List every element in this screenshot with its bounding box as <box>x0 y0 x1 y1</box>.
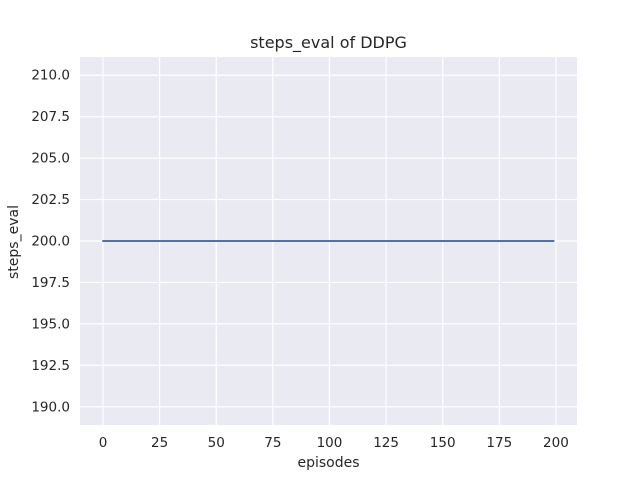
chart-title: steps_eval of DDPG <box>250 33 407 52</box>
y-tick-label: 205.0 <box>31 151 70 167</box>
x-tick-label: 50 <box>208 435 225 451</box>
x-tick-label: 100 <box>317 435 343 451</box>
y-tick-label: 200.0 <box>31 234 70 250</box>
x-tick-label: 175 <box>486 435 512 451</box>
y-tick-label: 192.5 <box>31 358 70 374</box>
x-tick-label: 125 <box>373 435 399 451</box>
x-axis-label: episodes <box>297 455 360 471</box>
x-tick-label: 150 <box>430 435 456 451</box>
y-tick-label: 202.5 <box>31 192 70 208</box>
y-axis-label: steps_eval <box>6 205 22 279</box>
x-tick-label: 25 <box>151 435 168 451</box>
y-tick-label: 197.5 <box>31 275 70 291</box>
y-tick-label: 190.0 <box>31 399 70 415</box>
x-tick-label: 75 <box>264 435 281 451</box>
x-tick-label: 0 <box>99 435 108 451</box>
y-tick-label: 210.0 <box>31 68 70 84</box>
x-tick-label: 200 <box>543 435 569 451</box>
y-tick-label: 195.0 <box>31 316 70 332</box>
y-tick-label: 207.5 <box>31 109 70 125</box>
